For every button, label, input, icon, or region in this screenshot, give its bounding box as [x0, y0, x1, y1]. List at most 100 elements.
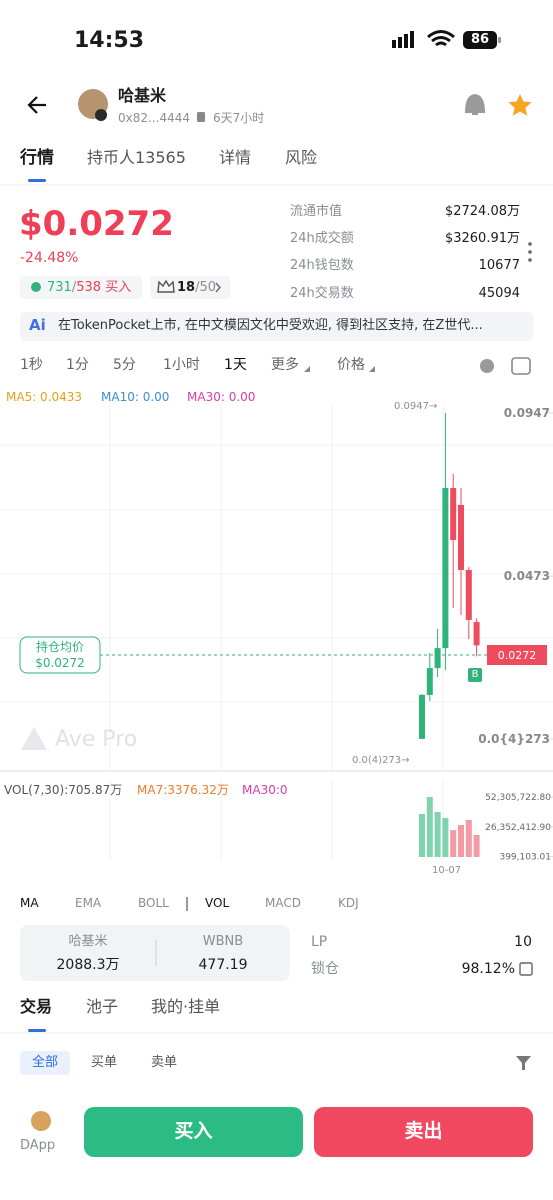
dropdown-arrow [304, 366, 310, 372]
sells: 538 [76, 280, 102, 295]
holders-pill [20, 276, 142, 299]
sell-button[interactable] [314, 1107, 533, 1157]
copy-icon[interactable] [197, 112, 205, 122]
token-name: 哈基米 [118, 86, 167, 105]
more-dot [528, 250, 532, 254]
vol-bar [426, 797, 433, 857]
token-age: 6天7小时 [213, 111, 265, 125]
indicator[interactable]: BOLL [138, 896, 169, 910]
lp-label: LP [311, 934, 328, 950]
y-tick-label: 0.0{4}273 [478, 732, 550, 746]
stat-label: 流通市值 [290, 204, 343, 219]
bell-icon[interactable] [464, 93, 486, 115]
banner-text[interactable]: 在TokenPocket上市, 在中文模因文化中受欢迎, 得到社区支持, 在Z世… [58, 318, 483, 333]
vol-bar [450, 830, 457, 857]
banner-icon: Ai [29, 316, 46, 334]
more-dot [528, 258, 532, 262]
interval[interactable]: 1小时 [163, 357, 200, 373]
vol-bar [473, 834, 480, 857]
status-time: 14:53 [74, 28, 145, 53]
dropdown-arrow [369, 366, 375, 372]
candle-body [450, 488, 457, 541]
tab[interactable]: 风险 [285, 148, 318, 167]
candle-body [419, 694, 425, 739]
filter-icon[interactable] [516, 1056, 531, 1070]
vol-ma30: MA30:0 [242, 783, 288, 797]
stat-value: $2724.08万 [444, 204, 520, 219]
buy-marker: B [471, 669, 479, 680]
indicator[interactable]: MACD [265, 896, 301, 910]
filter-pill[interactable] [20, 1051, 70, 1075]
stat-label: 24h钱包数 [290, 258, 354, 273]
interval[interactable]: 5分 [113, 357, 136, 373]
trade-tab[interactable]: 池子 [86, 997, 119, 1016]
battery-tip [498, 37, 501, 43]
current-price-box [487, 645, 547, 665]
buy-button-label[interactable]: 买入 [174, 1120, 213, 1142]
sell-button-label[interactable]: 卖出 [404, 1120, 443, 1142]
vol-title: VOL(7,30):705.87万 [4, 783, 123, 797]
avg-label: 持仓均价 [35, 640, 84, 654]
interval[interactable]: 1分 [66, 357, 89, 373]
settings-icon[interactable] [511, 357, 531, 375]
avatar-badge [95, 109, 107, 121]
indicator[interactable]: MA [20, 896, 39, 910]
wifi-icon [427, 30, 455, 47]
dapp-icon[interactable] [31, 1111, 51, 1131]
price: $0.0272 [19, 204, 174, 244]
tab[interactable]: 详情 [219, 148, 252, 167]
interval[interactable]: 1天 [224, 357, 247, 373]
candle-body [442, 488, 449, 649]
filter[interactable]: 买单 [91, 1055, 118, 1070]
buy-button[interactable] [84, 1107, 303, 1157]
interval[interactable]: 1秒 [20, 357, 43, 373]
candle-body [458, 504, 464, 570]
pool-token: 哈基米 [68, 934, 108, 949]
battery-body [463, 31, 497, 49]
filter[interactable]: 全部 [31, 1055, 58, 1070]
low-marker: 0.0(4)273→ [352, 755, 410, 766]
chevron [215, 282, 221, 293]
dapp-label[interactable]: DApp [20, 1138, 56, 1153]
indicator[interactable]: KDJ [338, 896, 359, 910]
indicator[interactable]: EMA [75, 896, 102, 910]
y-tick-label: 0.0947 [504, 406, 550, 420]
ma-legend: MA5: 0.0433 [6, 390, 83, 404]
lock-value: 98.12% [461, 961, 515, 977]
trade-tab[interactable]: 我的·挂单 [151, 997, 221, 1016]
rank-value: 18 [177, 280, 196, 295]
rank: 18/50 [177, 281, 216, 294]
pool-quote-amount: 477.19 [198, 957, 248, 973]
candle-body [473, 621, 480, 646]
indicator[interactable]: VOL [205, 896, 230, 910]
watermark-logo [21, 727, 47, 750]
back-button[interactable] [27, 96, 46, 114]
lp-value: 10 [514, 934, 532, 950]
rank-pill[interactable] [150, 276, 230, 299]
interval[interactable]: 价格 [337, 357, 365, 373]
tab[interactable]: 行情 [20, 148, 54, 168]
banner[interactable] [20, 312, 533, 341]
candle-body [465, 569, 472, 620]
interval[interactable]: 更多 [271, 357, 299, 373]
more-dot [528, 242, 532, 246]
current-price: 0.0272 [497, 649, 537, 662]
signal-icon [392, 31, 414, 48]
vol-ma7: MA7:3376.32万 [137, 783, 229, 797]
tab[interactable]: 持币人13565 [87, 148, 186, 167]
stat-label: 24h交易数 [290, 286, 354, 301]
stat-label: 24h成交额 [290, 231, 354, 246]
trade-tab[interactable]: 交易 [20, 997, 53, 1016]
high-marker: 0.0947→ [394, 401, 438, 412]
separator: / [195, 280, 200, 295]
stat-value: $3260.91万 [444, 231, 520, 246]
trade-tab-indicator [28, 1029, 46, 1032]
vol-date: 10-07 [432, 865, 462, 876]
filter[interactable]: 卖单 [151, 1055, 178, 1070]
battery-level: 86 [470, 32, 490, 47]
rank-total: 50 [199, 280, 217, 295]
indicator-icon[interactable] [480, 359, 494, 373]
external-link-icon[interactable] [519, 962, 533, 976]
star-icon[interactable] [508, 94, 532, 116]
